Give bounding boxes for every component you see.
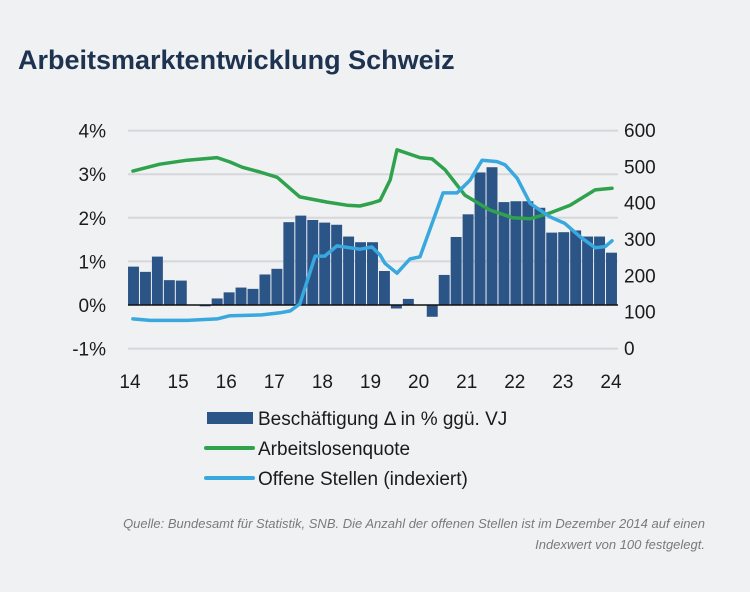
- bar: [295, 215, 307, 305]
- x-tick-label: 18: [312, 372, 333, 393]
- bar: [259, 274, 271, 305]
- bar: [271, 268, 283, 305]
- bar: [582, 236, 594, 305]
- bar: [151, 256, 163, 305]
- y-left-tick-label: 0%: [79, 296, 107, 317]
- x-tick-label: 20: [408, 372, 429, 393]
- x-tick-label: 23: [552, 372, 573, 393]
- x-tick-label: 14: [119, 372, 141, 393]
- y-left-tick-label: 4%: [79, 122, 107, 143]
- y-left-tick-label: 3%: [79, 165, 107, 186]
- y-right-tick-label: 100: [624, 303, 656, 324]
- bar: [462, 214, 474, 305]
- y-left-tick-label: -1%: [72, 340, 106, 361]
- bar: [139, 271, 151, 305]
- y-right-tick-label: 400: [624, 194, 656, 215]
- bar: [546, 232, 558, 305]
- legend-label-blue: Offene Stellen (indexiert): [258, 469, 468, 490]
- bar: [558, 232, 570, 305]
- y-right-tick-label: 0: [624, 339, 635, 360]
- bar: [247, 288, 259, 305]
- legend-label-green: Arbeitslosenquote: [258, 439, 410, 460]
- bar: [402, 298, 414, 305]
- bar: [438, 274, 450, 305]
- y-right-tick-label: 500: [624, 157, 656, 178]
- bar: [163, 280, 175, 305]
- x-tick-label: 19: [360, 372, 381, 393]
- bar: [594, 236, 606, 305]
- bar: [283, 222, 295, 305]
- chart-title: Arbeitsmarktentwicklung Schweiz: [18, 45, 455, 75]
- bar: [319, 222, 331, 305]
- bar: [510, 201, 522, 305]
- bar: [175, 280, 187, 305]
- bar: [378, 270, 390, 305]
- footnote-line-2: Indexwert von 100 festgelegt.: [535, 537, 705, 552]
- bar: [331, 224, 343, 305]
- x-tick-label: 17: [264, 372, 285, 393]
- bar: [606, 252, 617, 305]
- x-tick-label: 24: [600, 372, 622, 393]
- bar: [235, 287, 247, 305]
- y-right-tick-label: 300: [624, 230, 656, 251]
- bar: [474, 172, 486, 305]
- line-series: [131, 148, 614, 323]
- axis-ticks: -1% 0% 1% 2% 3% 4% 0 100 200 300 400 500 600 14 15 16 17…: [72, 121, 656, 393]
- bar: [223, 292, 235, 305]
- y-right-tick-label: 200: [624, 266, 656, 287]
- bar: [450, 236, 462, 305]
- x-tick-label: 16: [216, 372, 237, 393]
- bar: [426, 305, 438, 317]
- legend-swatch-bars: [207, 412, 253, 424]
- bar: [570, 230, 582, 305]
- line-offene-stellen: [131, 158, 614, 323]
- line-arbeitslosenquote: [131, 148, 614, 221]
- bar: [486, 167, 498, 305]
- footnote-line-1: Quelle: Bundesamt für Statistik, SNB. Di…: [123, 516, 705, 531]
- bar: [367, 242, 378, 305]
- x-tick-label: 15: [168, 372, 189, 393]
- x-tick-label: 22: [504, 372, 525, 393]
- y-left-tick-label: 2%: [79, 209, 107, 230]
- y-right-tick-label: 600: [624, 121, 656, 142]
- bar: [128, 266, 139, 305]
- y-left-tick-label: 1%: [79, 252, 107, 273]
- bar: [390, 305, 402, 309]
- bar: [498, 202, 510, 305]
- bar: [343, 236, 355, 305]
- x-tick-label: 21: [456, 372, 477, 393]
- bar-series: [128, 167, 617, 317]
- bar: [211, 298, 223, 305]
- bar: [522, 201, 534, 305]
- bar: [534, 207, 546, 305]
- bar: [355, 242, 367, 305]
- legend-label-bars: Beschäftigung Δ in % ggü. VJ: [258, 409, 507, 430]
- legend: Beschäftigung Δ in % ggü. VJ Arbeitslosen…: [204, 409, 507, 490]
